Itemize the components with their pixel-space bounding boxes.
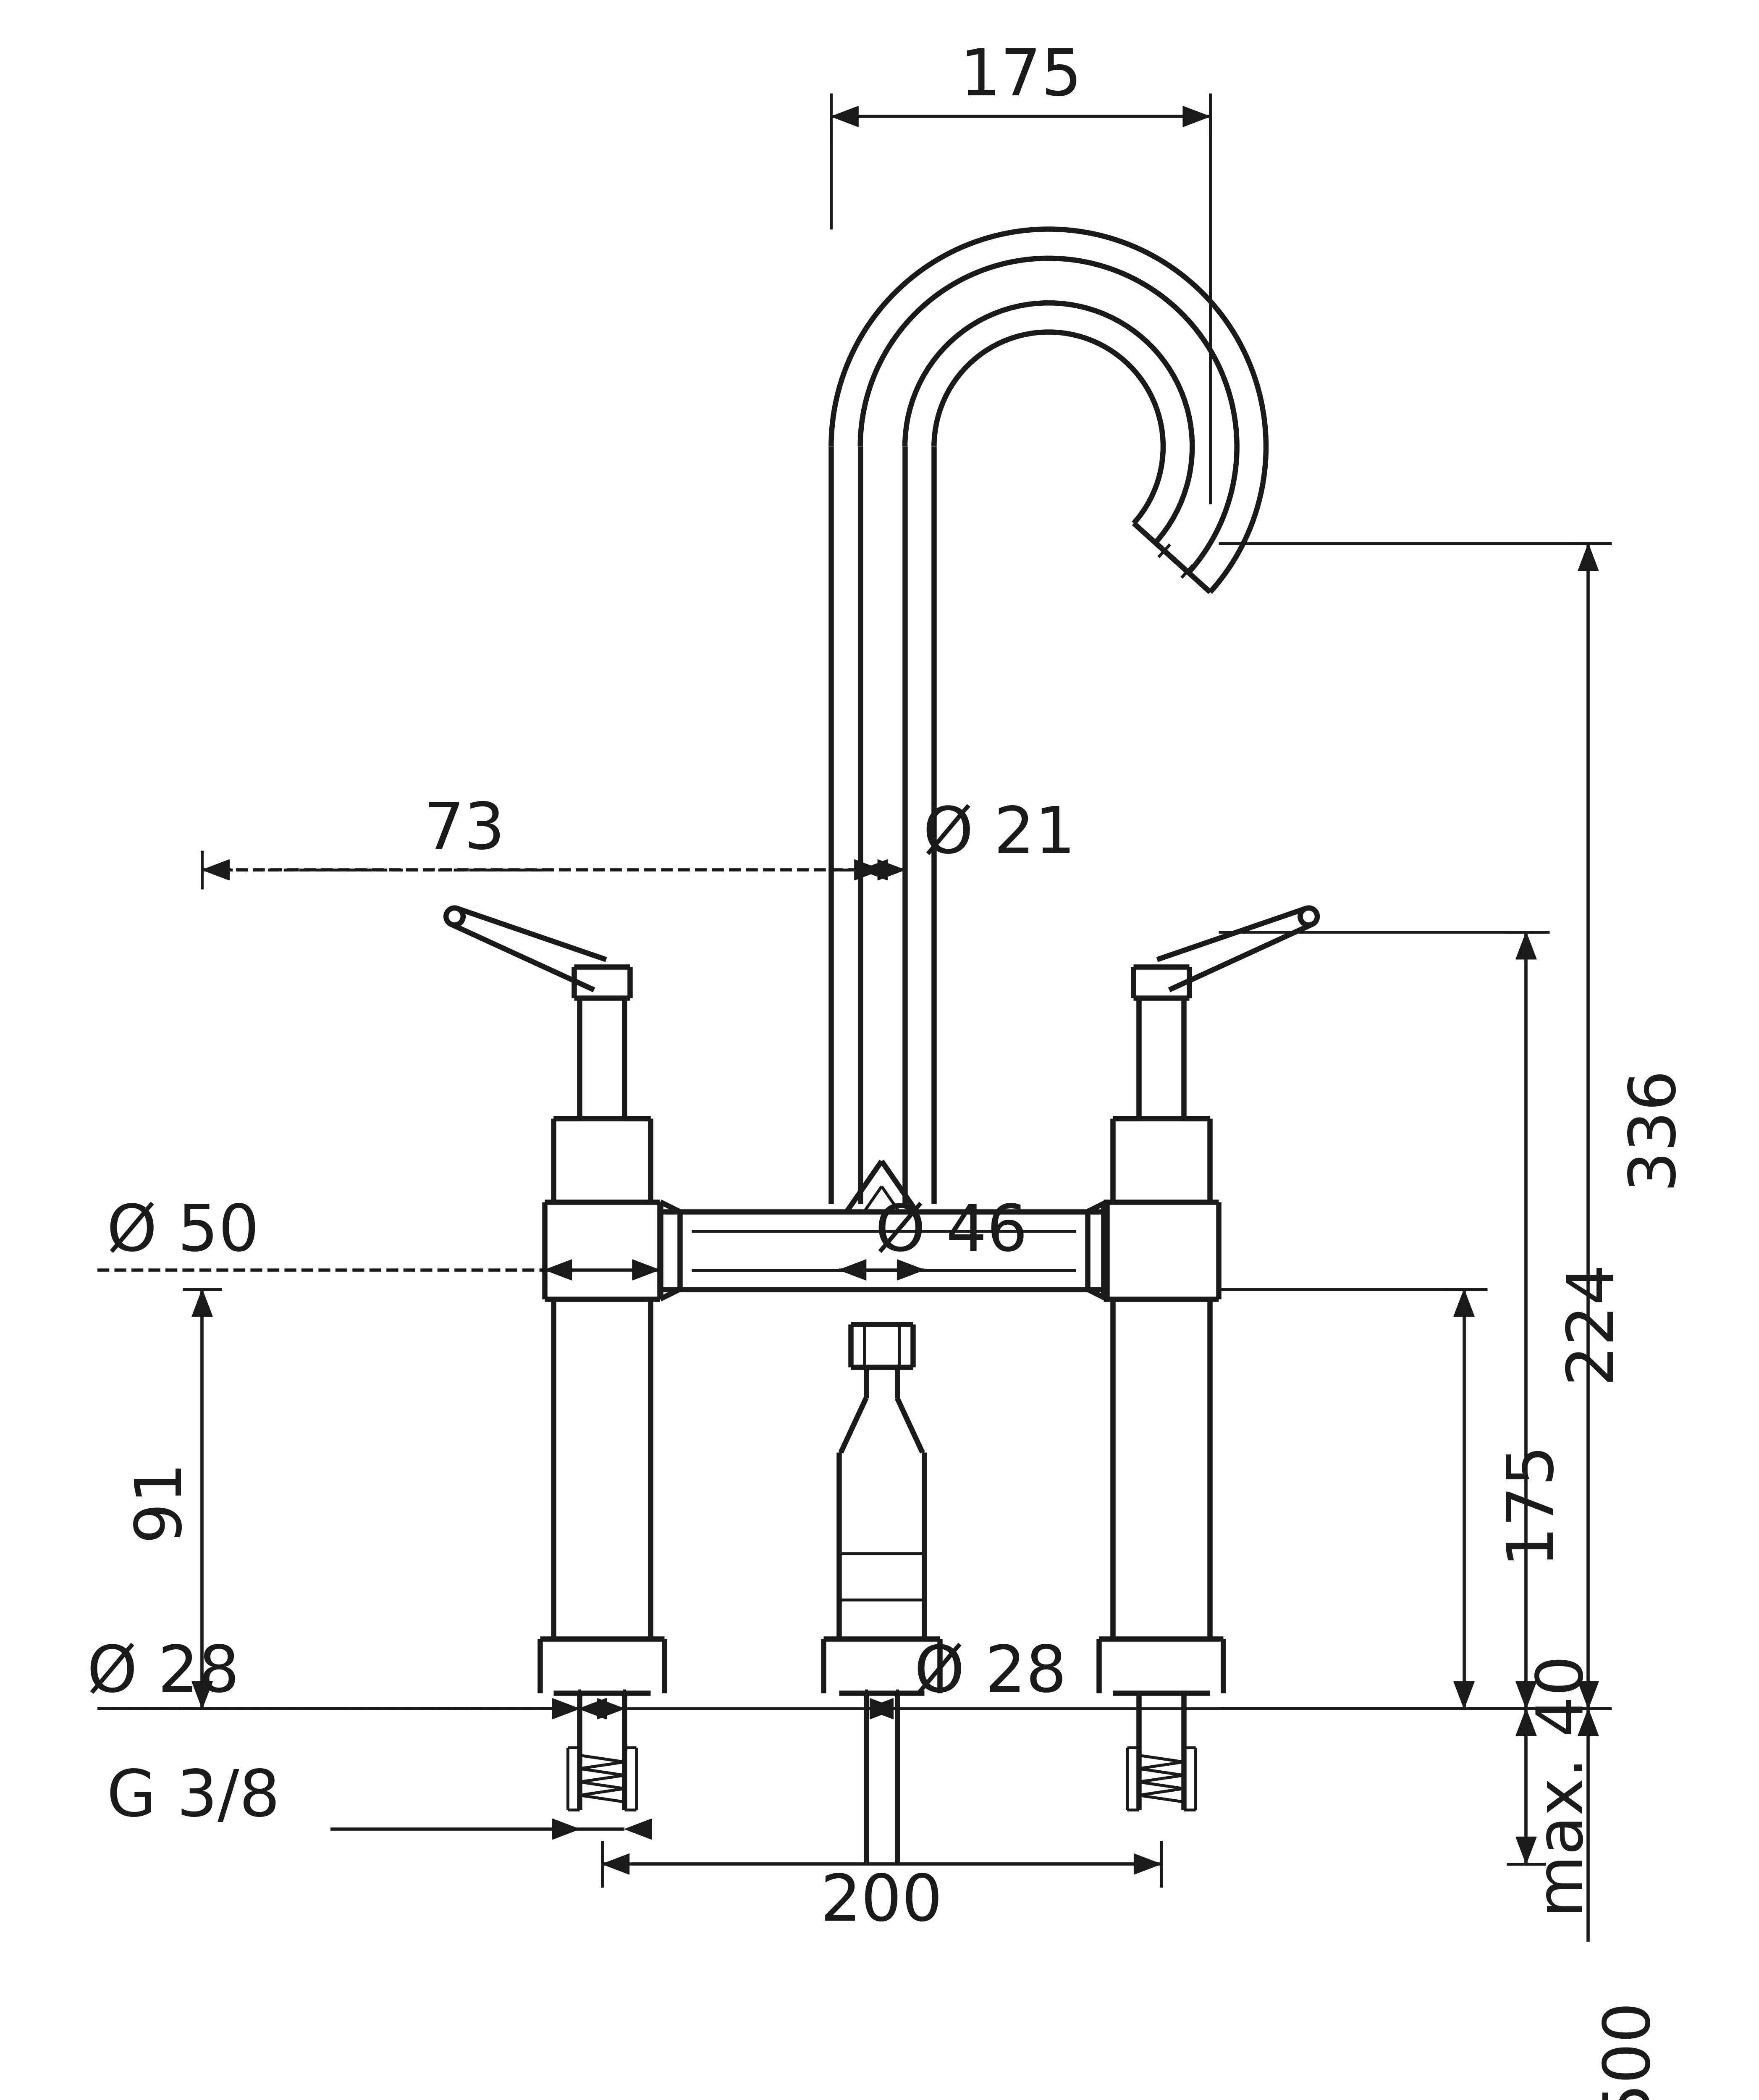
Polygon shape: [202, 859, 229, 880]
Polygon shape: [871, 1699, 897, 1720]
Text: 175: 175: [959, 46, 1082, 109]
Polygon shape: [1453, 1289, 1474, 1317]
Polygon shape: [855, 859, 881, 880]
Polygon shape: [1578, 544, 1599, 571]
Polygon shape: [552, 1699, 579, 1720]
Polygon shape: [1578, 1709, 1599, 1737]
Polygon shape: [839, 1260, 865, 1281]
Text: 200: 200: [820, 1871, 943, 1934]
Polygon shape: [192, 1682, 213, 1709]
Text: 224: 224: [1558, 1260, 1622, 1382]
Polygon shape: [633, 1260, 660, 1281]
Polygon shape: [624, 1819, 653, 1840]
Text: Ø 46: Ø 46: [876, 1201, 1027, 1264]
Circle shape: [447, 907, 463, 924]
Polygon shape: [1135, 1854, 1161, 1875]
Polygon shape: [832, 107, 858, 126]
Polygon shape: [897, 1260, 923, 1281]
Text: 500: 500: [1595, 1997, 1659, 2100]
Text: 336: 336: [1622, 1065, 1683, 1186]
Polygon shape: [1516, 1838, 1536, 1865]
Polygon shape: [579, 1699, 605, 1720]
Circle shape: [1300, 907, 1317, 924]
Text: 73: 73: [424, 800, 505, 863]
Text: Ø 28: Ø 28: [915, 1642, 1066, 1705]
Text: max. 40: max. 40: [1534, 1655, 1595, 1917]
Polygon shape: [1578, 1682, 1599, 1709]
Polygon shape: [1516, 1682, 1536, 1709]
Polygon shape: [1182, 107, 1210, 126]
Polygon shape: [602, 1854, 630, 1875]
Polygon shape: [865, 1699, 894, 1720]
Polygon shape: [579, 1699, 607, 1720]
Polygon shape: [860, 859, 888, 880]
Polygon shape: [545, 1260, 572, 1281]
Polygon shape: [192, 1289, 213, 1317]
Text: 175: 175: [1497, 1439, 1560, 1560]
Text: Ø 28: Ø 28: [88, 1642, 239, 1705]
Polygon shape: [1516, 932, 1536, 960]
Text: Ø 21: Ø 21: [923, 804, 1075, 865]
Text: G 3/8: G 3/8: [107, 1766, 280, 1829]
Text: 91: 91: [128, 1457, 190, 1539]
Polygon shape: [1453, 1682, 1474, 1709]
Polygon shape: [552, 1819, 579, 1840]
Polygon shape: [598, 1699, 624, 1720]
Polygon shape: [1516, 1709, 1536, 1737]
Polygon shape: [878, 859, 904, 880]
Text: Ø 50: Ø 50: [107, 1201, 259, 1264]
